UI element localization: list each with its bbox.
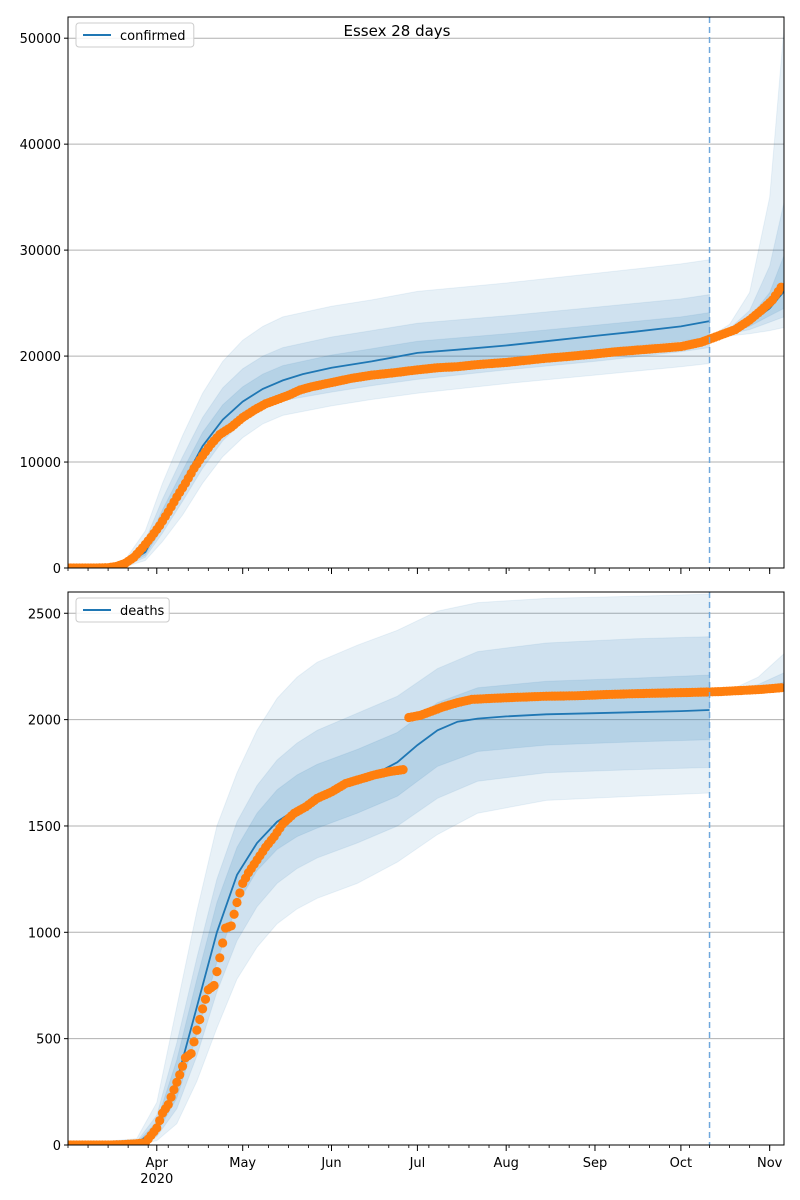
y-tick-label: 1500 xyxy=(28,820,61,835)
observed-point xyxy=(232,897,242,908)
y-tick-label: 2000 xyxy=(28,714,61,729)
legend-label: confirmed xyxy=(120,29,186,44)
y-tick-label: 0 xyxy=(53,562,61,577)
observed-point xyxy=(192,1025,202,1035)
observed-point xyxy=(163,1099,173,1110)
observed-point xyxy=(155,1115,165,1126)
deaths-panel: 0 500 1000 1500 2000 2500 Apr May Jun Jul Aug Sep Oc… xyxy=(28,591,785,1187)
plot-area xyxy=(68,27,784,568)
observed-point xyxy=(212,967,222,977)
observed-point xyxy=(186,1048,196,1059)
legend-box xyxy=(75,22,195,48)
x-tick-label: Sep xyxy=(583,1156,608,1171)
observed-point xyxy=(172,1077,182,1087)
observed-point xyxy=(209,980,219,991)
y-tick-label: 10000 xyxy=(20,456,61,471)
observed-point xyxy=(177,1061,188,1071)
observed-point xyxy=(169,1085,179,1095)
legend: deaths xyxy=(75,597,170,623)
observed-point xyxy=(215,953,225,963)
observed-point xyxy=(152,1123,162,1133)
axes-frame xyxy=(67,591,785,1146)
legend-box xyxy=(75,597,170,623)
y-tick-label: 30000 xyxy=(20,244,61,259)
observed-point xyxy=(229,909,239,919)
y-tick-label: 40000 xyxy=(20,138,61,153)
x-tick-label: Oct xyxy=(670,1156,692,1171)
x-year-label: 2020 xyxy=(140,1172,173,1187)
observed-point xyxy=(200,994,211,1004)
y-tick-label: 0 xyxy=(53,1139,61,1154)
y-tick-label: 50000 xyxy=(20,32,61,47)
forecast-band-outer xyxy=(707,27,784,338)
x-tick-label: May xyxy=(229,1156,256,1171)
x-tick-label: Jun xyxy=(320,1156,341,1171)
confirmed-panel: 0 10000 20000 30000 40000 50000 confirmed xyxy=(20,16,785,577)
y-tick-label: 1000 xyxy=(28,926,61,941)
observed-point xyxy=(776,282,784,292)
x-tick-label: Aug xyxy=(493,1156,518,1171)
observed-point xyxy=(398,764,408,775)
y-tick-label: 500 xyxy=(36,1033,61,1048)
observed-point xyxy=(198,1004,208,1014)
observed-point xyxy=(189,1037,199,1047)
y-tick-label: 20000 xyxy=(20,350,61,365)
observed-point xyxy=(166,1092,176,1102)
observed-point xyxy=(218,938,228,948)
legend-label: deaths xyxy=(120,604,165,619)
legend: confirmed xyxy=(75,22,195,48)
y-tick-label: 2500 xyxy=(28,607,61,622)
axes-frame xyxy=(67,16,785,569)
observed-point xyxy=(195,1014,205,1025)
figure-title: Essex 28 days xyxy=(344,22,451,40)
observed-point xyxy=(175,1070,185,1080)
observed-point xyxy=(226,921,236,931)
observed-point xyxy=(776,683,784,693)
x-tick-label: Nov xyxy=(757,1156,783,1171)
x-tick-label: Jul xyxy=(409,1156,426,1171)
x-tick-label: Apr xyxy=(146,1156,169,1171)
observed-point xyxy=(235,888,245,898)
